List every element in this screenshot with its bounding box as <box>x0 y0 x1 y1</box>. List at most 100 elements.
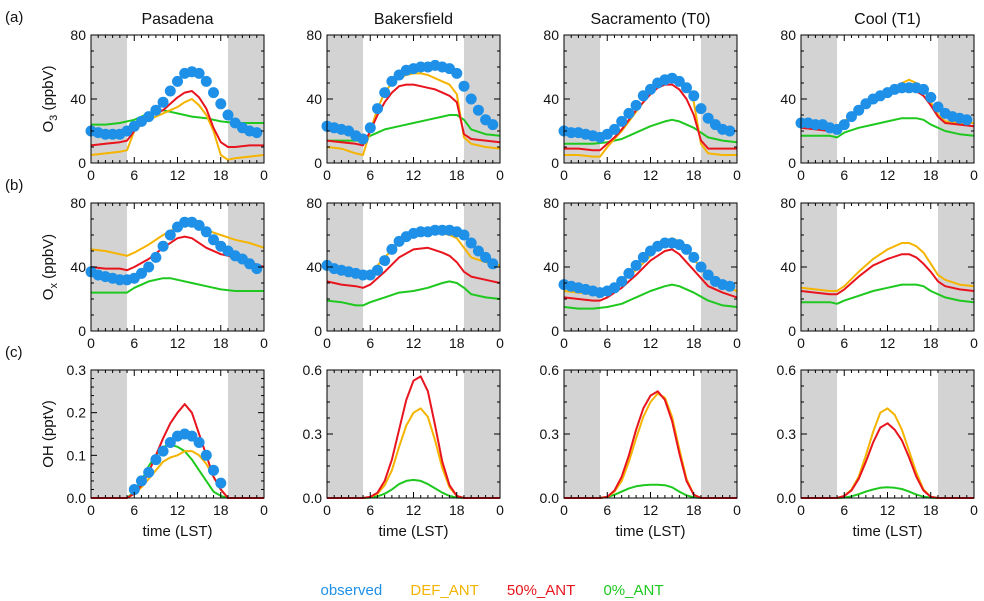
panel-a-bakersfield-ytick-label: 40 <box>306 91 322 107</box>
row-label-b: (b) <box>5 177 23 194</box>
panel-b-sacramento-ytick-label: 40 <box>543 259 559 275</box>
panel-c-pasadena-xtick-label: 0 <box>260 502 268 518</box>
panel-a-sacramento-xtick-label: 12 <box>643 167 659 183</box>
panel-b-sacramento-ytick-label: 0 <box>551 323 559 339</box>
panel-b-sacramento-ytick-label: 80 <box>543 195 559 211</box>
panel-a-pasadena-observed-point <box>193 67 205 79</box>
panel-a-sacramento-ytick-label: 80 <box>543 27 559 43</box>
panel-b-sacramento-xtick-label: 18 <box>686 335 702 351</box>
panel-a-cool-observed-point <box>961 114 973 126</box>
panel-c-pasadena-observed-point <box>208 464 219 476</box>
panel-c-pasadena-observed-point <box>200 449 212 461</box>
panel-c-bakersfield-xtick-label: 6 <box>366 502 374 518</box>
panel-b-cool-ytick-label: 40 <box>780 259 796 275</box>
panel-b-bakersfield-xtick-label: 18 <box>449 335 465 351</box>
panel-b-cool-night-shade-0 <box>801 203 838 331</box>
panel-c-cool-line-ant50 <box>801 422 974 499</box>
panel-b-sacramento-line-ant0 <box>563 283 738 310</box>
panel-b-pasadena-observed-point <box>150 251 162 263</box>
panel-b-sacramento-observed-point <box>695 261 707 273</box>
panel-a-pasadena-observed-point <box>143 111 155 123</box>
panel-a-bakersfield-observed-point <box>372 103 383 115</box>
panel-c-pasadena-observed-point <box>128 484 140 495</box>
panel-b-pasadena-observed-point <box>136 267 147 279</box>
panel-a-cool-observed-point <box>918 83 929 95</box>
panel-a-bakersfield-observed-point <box>386 75 398 87</box>
panel-a-pasadena-observed-point <box>222 109 234 121</box>
panel-c-cool-xtick-label: 6 <box>840 502 848 518</box>
panel-a-bakersfield-xtick-label: 18 <box>449 167 465 183</box>
panel-b-bakersfield-xtick-label: 0 <box>496 335 504 351</box>
panel-c-bakersfield-xtick-label: 12 <box>406 502 422 518</box>
panel-b-bakersfield-observed-point <box>465 237 477 249</box>
panel-c-bakersfield-line-ant50 <box>327 375 500 499</box>
panel-b-sacramento-xtick-label: 12 <box>643 335 659 351</box>
panel-c-pasadena-xtick-label: 6 <box>130 502 138 518</box>
panel-b-bakersfield-ytick-label: 80 <box>306 195 322 211</box>
panel-c-pasadena-ytick-label: 0.3 <box>67 362 87 378</box>
panel-c-pasadena-ytick-label: 0.1 <box>67 447 87 463</box>
panel-a-pasadena-observed-point <box>251 127 263 139</box>
panel-c-cool-xtick-label: 0 <box>797 502 805 518</box>
panel-c-pasadena-observed-point <box>193 437 205 448</box>
panel-a-sacramento-xtick-label: 0 <box>560 167 568 183</box>
panel-b-pasadena-observed-point <box>193 219 205 231</box>
panel-b-pasadena-xtick-label: 0 <box>87 335 95 351</box>
panel-c-pasadena-xtick-label: 0 <box>87 502 95 518</box>
panel-a-pasadena-xtick-label: 6 <box>130 167 138 183</box>
panel-c-bakersfield-night-shade-1 <box>463 370 500 498</box>
panel-a-sacramento-observed-point <box>616 115 628 127</box>
panel-a-bakersfield-observed-point <box>487 119 499 131</box>
panel-b-pasadena-observed-point <box>164 229 176 241</box>
panel-b-cool-xtick-label: 12 <box>880 335 896 351</box>
panel-a-sacramento-night-shade-0 <box>564 35 601 163</box>
panel-a-bakersfield-xtick-label: 12 <box>406 167 422 183</box>
panel-a-pasadena-xtick-label: 0 <box>87 167 95 183</box>
column-title-pasadena: Pasadena <box>141 11 213 28</box>
panel-a-bakersfield-observed-point <box>458 80 470 92</box>
panel-c-cool-xtick-label: 18 <box>923 502 939 518</box>
panel-a-pasadena-observed-point <box>150 104 162 116</box>
panel-a-bakersfield-xtick-label: 6 <box>366 167 374 183</box>
panel-b-bakersfield-observed-point <box>487 258 499 270</box>
panel-a-sacramento-observed-point <box>630 99 642 111</box>
panel-c-sacramento-ytick-label: 0.0 <box>540 490 560 506</box>
panel-c-bakersfield-night-shade-0 <box>327 370 364 498</box>
panel-b-bakersfield-xtick-label: 6 <box>366 335 374 351</box>
legend-0-ant: 0%_ANT <box>603 582 664 599</box>
panel-b-sacramento-night-shade-0 <box>564 203 601 331</box>
panel-c-bakersfield-xtick-label: 0 <box>323 502 331 518</box>
panel-a-pasadena-observed-point <box>164 85 176 97</box>
panel-a-sacramento-observed-point <box>623 107 635 119</box>
panel-c-cool-ytick-label: 0.0 <box>777 490 797 506</box>
panel-a-bakersfield-xtick-label: 0 <box>496 167 504 183</box>
panel-a-cool-night-shade-1 <box>937 35 974 163</box>
panel-c-sacramento-night-shade-0 <box>564 370 601 498</box>
panel-b-bakersfield-observed-point <box>379 255 391 267</box>
panel-b-sacramento-observed-point <box>688 251 700 263</box>
panel-c-bakersfield-ytick-label: 0.6 <box>303 362 323 378</box>
panel-b-sacramento-night-shade-1 <box>700 203 737 331</box>
panel-c-sacramento-xtick-label: 6 <box>603 502 611 518</box>
panel-a-pasadena-ytick-label: 80 <box>70 27 86 43</box>
panel-b-pasadena-observed-point <box>143 261 155 273</box>
panel-c-cool-night-shade-1 <box>937 370 974 498</box>
panel-b-sacramento-observed-point <box>637 251 649 263</box>
panel-b-bakersfield-observed-point <box>472 245 484 257</box>
legend: observed DEF_ANT 50%_ANT 0%_ANT <box>0 582 984 599</box>
panel-c-cool-night-shade-0 <box>801 370 838 498</box>
panel-c-pasadena-night-shade-1 <box>227 370 264 498</box>
panel-a-pasadena-xtick-label: 18 <box>213 167 229 183</box>
panel-a-sacramento-xtick-label: 18 <box>686 167 702 183</box>
panel-b-pasadena-ytick-label: 0 <box>78 323 86 339</box>
xlabel-cool: time (LST) <box>852 523 922 540</box>
column-title-sacramento: Sacramento (T0) <box>590 11 710 28</box>
panel-b-cool-xtick-label: 18 <box>923 335 939 351</box>
panel-b-cool-xtick-label: 0 <box>797 335 805 351</box>
panel-a-cool-xtick-label: 0 <box>797 167 805 183</box>
panel-b-bakersfield-observed-point <box>386 243 398 255</box>
panel-a-bakersfield-xtick-label: 0 <box>323 167 331 183</box>
panel-c-pasadena-ytick-label: 0.2 <box>67 405 87 421</box>
panel-b-cool-xtick-label: 0 <box>970 335 978 351</box>
panel-a-cool-observed-point <box>838 119 850 131</box>
